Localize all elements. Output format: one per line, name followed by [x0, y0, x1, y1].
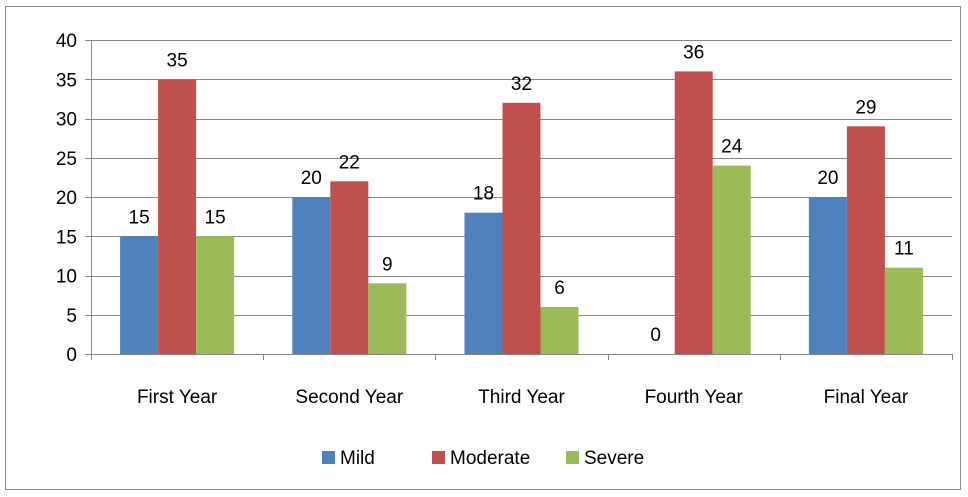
data-label: 36: [683, 42, 704, 63]
data-label: 18: [473, 184, 494, 205]
y-tick-label: 40: [56, 31, 77, 52]
y-tick-label: 15: [56, 227, 77, 248]
y-tick-label: 5: [66, 306, 77, 327]
data-label: 11: [894, 239, 914, 260]
bar-mild: [464, 212, 503, 354]
x-category-label: Second Year: [295, 387, 403, 408]
y-tick-label: 0: [66, 345, 77, 366]
y-tick-label: 10: [56, 267, 77, 288]
bar-severe: [196, 236, 235, 354]
data-label: 15: [129, 207, 150, 228]
bar-mild: [120, 236, 159, 354]
legend-label-moderate: Moderate: [450, 448, 530, 469]
data-labels: 15 35 15 20 22 9 18 32 6 0 36 24 20 29 11: [129, 42, 914, 346]
data-label: 0: [650, 325, 661, 346]
legend-swatch-mild: [322, 451, 335, 464]
bar-moderate: [502, 102, 541, 354]
data-label: 6: [554, 278, 565, 299]
legend-label-mild: Mild: [340, 448, 375, 469]
legend: Mild Moderate Severe: [322, 448, 644, 469]
legend-swatch-moderate: [432, 451, 445, 464]
data-label: 24: [721, 137, 743, 158]
bar-moderate: [158, 79, 197, 354]
data-label: 29: [855, 97, 876, 118]
bar-severe: [540, 306, 579, 354]
data-label: 9: [382, 254, 393, 275]
x-category-label: First Year: [137, 387, 218, 408]
data-label: 15: [205, 207, 226, 228]
data-label: 20: [817, 168, 838, 189]
legend-swatch-severe: [566, 451, 579, 464]
y-tick-label: 30: [56, 110, 77, 131]
data-label: 20: [301, 168, 322, 189]
axes: 0 5 10 15 20 25 30 35 40 First Year Second Year Thi…: [56, 31, 953, 408]
bar-moderate: [846, 126, 885, 354]
bar-severe: [368, 283, 407, 354]
data-label: 32: [511, 74, 532, 95]
data-label: 22: [339, 152, 360, 173]
bar-severe: [884, 267, 923, 354]
data-label: 35: [167, 50, 188, 71]
bar-moderate: [674, 71, 713, 355]
x-category-label: Final Year: [824, 387, 909, 408]
y-tick-label: 20: [56, 188, 77, 209]
y-tick-label: 35: [56, 70, 77, 91]
x-category-label: Third Year: [478, 387, 565, 408]
bars: [120, 71, 923, 355]
y-tick-label: 25: [56, 149, 77, 170]
bar-moderate: [330, 181, 369, 354]
legend-label-severe: Severe: [584, 448, 644, 469]
x-category-label: Fourth Year: [645, 387, 744, 408]
bar-severe: [712, 165, 751, 354]
bar-mild: [292, 197, 331, 354]
bar-mild: [808, 197, 847, 354]
